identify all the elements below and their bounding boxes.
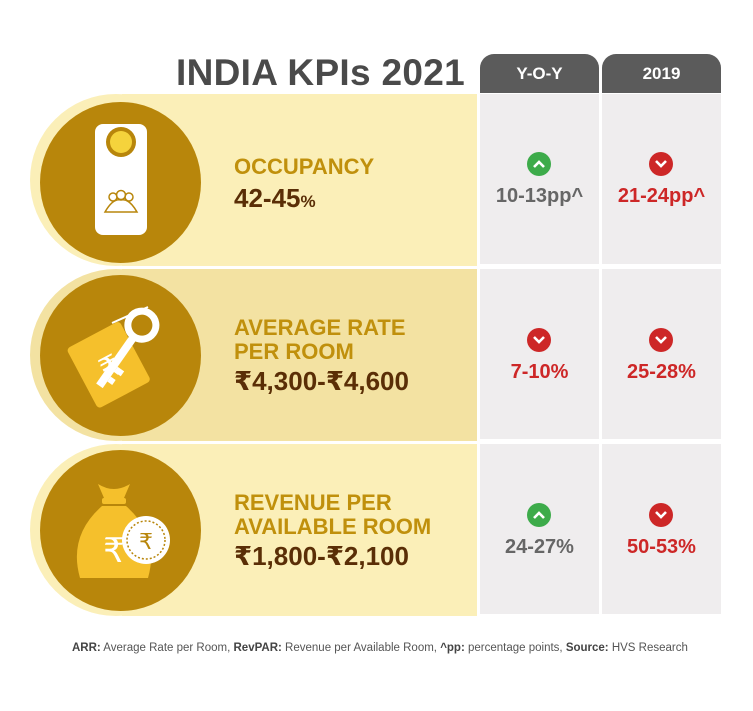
- svg-text:₹: ₹: [103, 531, 125, 571]
- kpi-label: AVERAGE RATE PER ROOM: [234, 315, 406, 364]
- svg-text:₹: ₹: [139, 530, 153, 555]
- kpi-label: OCCUPANCY: [234, 154, 375, 179]
- key-tag-icon: ₹: [40, 275, 201, 436]
- yoy-value: 24-27%: [505, 536, 574, 558]
- yoy-value: 7-10%: [510, 361, 569, 383]
- column-header-yoy: Y-O-Y: [480, 54, 599, 93]
- page-title: INDIA KPIs 2021: [176, 52, 465, 93]
- kpi-label: REVENUE PER AVAILABLE ROOM: [234, 490, 432, 539]
- yoy-value: 10-13pp^: [495, 185, 584, 207]
- arrow-down-icon: [649, 152, 673, 176]
- arrow-down-icon: [649, 503, 673, 527]
- column-header-2019: 2019: [602, 54, 721, 93]
- money-bag-icon: ₹ ₹: [40, 450, 201, 611]
- kpi-value: ₹4,300-₹4,600: [234, 366, 409, 396]
- arrow-up-icon: [527, 503, 551, 527]
- arrow-up-icon: [527, 152, 551, 176]
- yoy-cell: 7-10%: [480, 269, 599, 439]
- y2019-value: 25-28%: [627, 361, 696, 383]
- y2019-value: 50-53%: [627, 536, 696, 558]
- yoy-cell: 10-13pp^: [480, 94, 599, 264]
- footnote: ARR: Average Rate per Room, RevPAR: Reve…: [72, 642, 688, 654]
- arrow-down-icon: [527, 328, 551, 352]
- y2019-cell: 50-53%: [602, 444, 721, 614]
- y2019-cell: 25-28%: [602, 269, 721, 439]
- y2019-cell: 21-24pp^: [602, 94, 721, 264]
- kpi-value: ₹1,800-₹2,100: [234, 541, 409, 571]
- kpi-value: 42-45%: [234, 183, 316, 213]
- yoy-cell: 24-27%: [480, 444, 599, 614]
- y2019-value: 21-24pp^: [617, 185, 706, 207]
- door-hanger-icon: [40, 102, 201, 263]
- arrow-down-icon: [649, 328, 673, 352]
